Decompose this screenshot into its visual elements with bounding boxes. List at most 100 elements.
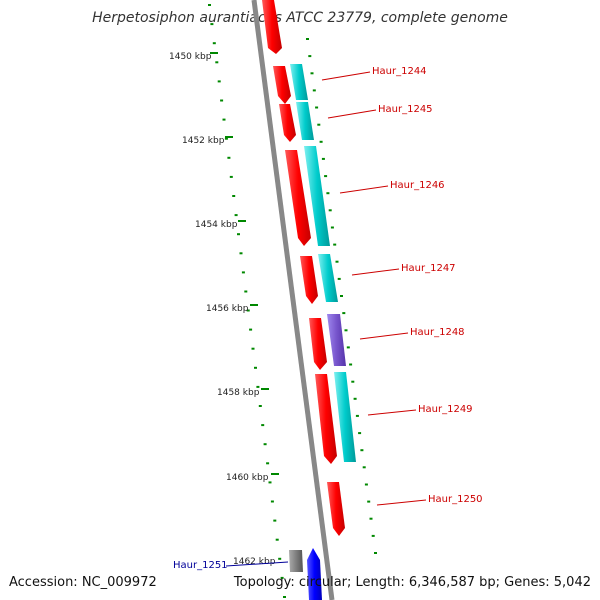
track-dot — [335, 260, 339, 263]
track-dot — [241, 271, 245, 274]
track-dot — [229, 175, 233, 178]
track-dot — [312, 89, 316, 92]
genome-title: Herpetosiphon aurantiacus ATCC 23779, co… — [92, 10, 508, 26]
track-dot — [310, 72, 314, 75]
track-dot — [261, 424, 265, 427]
gene-feature-haur-1246 — [285, 146, 330, 246]
gene-feature-haur-1248 — [309, 314, 346, 370]
track-dot — [280, 576, 284, 579]
genome-summary-text: Topology: circular; Length: 6,346,587 bp… — [233, 575, 591, 590]
track-dot — [360, 449, 364, 452]
track-dot — [355, 414, 359, 417]
gene-feature-haur-1244 — [273, 64, 308, 104]
track-dot — [362, 466, 366, 469]
track-dot — [315, 106, 319, 109]
track-dot — [340, 295, 343, 297]
track-dot — [353, 397, 357, 400]
track-dot — [349, 363, 353, 366]
track-dot — [371, 534, 375, 537]
gene-feature-haur-1245 — [279, 102, 314, 142]
track-dot — [374, 552, 377, 554]
track-dot — [367, 500, 371, 503]
track-dot — [351, 380, 355, 383]
track-dot — [210, 23, 214, 26]
track-dot — [324, 175, 328, 178]
leader-line — [367, 409, 417, 416]
track-dot — [337, 277, 341, 280]
gene-feature-top — [262, 0, 282, 54]
track-dot — [224, 137, 228, 140]
leader-line — [339, 185, 389, 194]
track-dot — [217, 80, 221, 83]
scale-label: 1462 kbp — [233, 557, 276, 567]
track-dot — [330, 226, 334, 229]
chromosome-backbone — [251, 0, 335, 600]
track-dot — [244, 290, 248, 293]
track-dot — [364, 483, 368, 486]
track-dot — [306, 38, 309, 40]
track-dot — [246, 309, 250, 312]
track-dot — [326, 192, 330, 195]
gene-label[interactable]: Haur_1244 — [372, 66, 427, 77]
track-dot — [342, 312, 346, 315]
gene-label[interactable]: Haur_1248 — [410, 327, 465, 338]
track-dot — [344, 329, 348, 332]
track-dot — [220, 99, 224, 102]
gene-feature-haur-1251 — [289, 548, 322, 600]
track-dot — [232, 195, 236, 197]
track-dot — [328, 209, 332, 212]
track-dot — [270, 500, 274, 503]
gene-feature-haur-1249 — [315, 372, 356, 464]
track-dot — [321, 157, 325, 160]
track-dot — [249, 328, 253, 331]
leader-line — [376, 499, 427, 506]
scale-label: 1452 kbp — [182, 136, 225, 146]
gene-feature-haur-1247 — [300, 254, 338, 304]
leader-line — [321, 71, 371, 81]
track-dot — [254, 366, 257, 369]
gene-label[interactable]: Haur_1251 — [173, 560, 228, 571]
leader-line — [359, 332, 409, 340]
track-dot — [237, 233, 240, 236]
track-dot — [278, 557, 282, 560]
track-dot — [222, 118, 226, 121]
leader-line — [351, 268, 400, 276]
track-dot — [208, 4, 211, 6]
track-dot — [239, 252, 243, 255]
track-dot — [358, 432, 362, 435]
track-dot — [319, 140, 323, 143]
track-dot — [346, 346, 350, 349]
gene-feature-haur-1250 — [327, 482, 345, 536]
track-dot — [308, 55, 312, 58]
track-dot — [234, 214, 238, 217]
gene-label[interactable]: Haur_1247 — [401, 263, 456, 274]
track-dot — [317, 123, 321, 126]
track-dot — [275, 538, 279, 541]
scale-label: 1458 kbp — [217, 388, 260, 398]
track-dot — [227, 156, 231, 159]
track-dot — [369, 517, 373, 520]
gene-label[interactable]: Haur_1250 — [428, 494, 483, 505]
leader-line — [225, 561, 289, 567]
gene-label[interactable]: Haur_1245 — [378, 104, 433, 115]
track-dot — [333, 243, 337, 246]
outer-track — [306, 38, 377, 554]
leader-line — [327, 109, 377, 119]
track-dot — [273, 519, 277, 522]
track-dot — [266, 462, 270, 465]
track-dot — [283, 596, 286, 598]
scale-label: 1454 kbp — [195, 220, 238, 230]
track-dot — [263, 443, 267, 446]
scale-label: 1456 kbp — [206, 304, 249, 314]
scale-ring — [208, 4, 286, 598]
track-dot — [258, 405, 262, 407]
track-dot — [268, 481, 272, 484]
track-dot — [251, 347, 255, 350]
track-dot — [256, 385, 260, 388]
gene-label[interactable]: Haur_1246 — [390, 180, 445, 191]
gene-label[interactable]: Haur_1249 — [418, 404, 473, 415]
track-dot — [215, 61, 219, 64]
accession-text: Accession: NC_009972 — [9, 575, 157, 590]
